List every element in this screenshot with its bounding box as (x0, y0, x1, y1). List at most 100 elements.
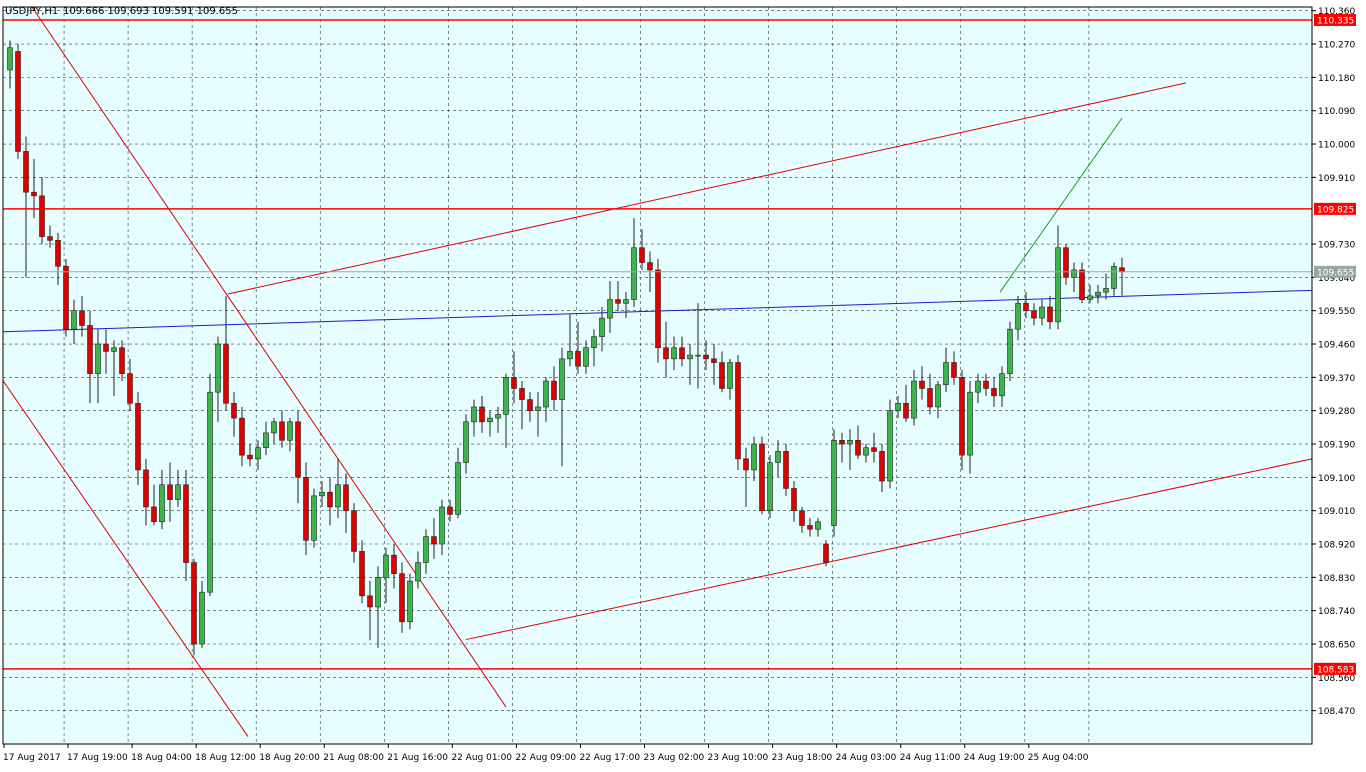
y-tick-label: 110.270 (1318, 41, 1355, 51)
candle-body (455, 462, 461, 515)
candle-body (1047, 306, 1053, 323)
x-tick-label: 22 Aug 01:00 (451, 753, 512, 763)
level-price-label: 108.583 (1317, 665, 1354, 675)
candle-body (847, 440, 853, 445)
candle-body (791, 488, 797, 511)
candle-body (647, 262, 653, 271)
candle-body (255, 447, 261, 460)
candles (7, 40, 1125, 656)
candle-body (231, 402, 237, 419)
candle-body (519, 388, 525, 400)
candle-body (911, 380, 917, 419)
candle-body (991, 388, 997, 397)
candle-body (87, 325, 93, 374)
candle-body (639, 247, 645, 263)
candle-body (415, 562, 421, 582)
channel-line-lower (465, 458, 1313, 641)
y-tick-label: 110.360 (1318, 7, 1355, 17)
candle-body (679, 347, 685, 360)
candle-body (1087, 295, 1093, 300)
candle-body (559, 358, 565, 400)
candle-body (127, 373, 133, 404)
candle-body (15, 51, 21, 152)
x-tick-label: 22 Aug 17:00 (579, 753, 640, 763)
candle-body (967, 391, 973, 456)
candle-body (367, 595, 373, 608)
y-tick-label: 109.010 (1318, 507, 1355, 517)
candle-body (479, 406, 485, 423)
candle-body (423, 536, 429, 563)
y-tick-label: 109.460 (1318, 341, 1355, 351)
candle-body (103, 343, 109, 352)
candle-body (119, 347, 125, 374)
trend-line-down-upper (31, 6, 507, 708)
candle-body (663, 347, 669, 360)
candle-body (759, 443, 765, 511)
candle-body (959, 377, 965, 456)
y-tick-label: 110.090 (1318, 107, 1355, 117)
candle-body (1095, 291, 1101, 297)
candle-body (287, 421, 293, 441)
candle-body (591, 336, 597, 349)
candle-body (783, 451, 789, 489)
candle-body (831, 440, 837, 526)
candle-body (623, 299, 629, 304)
candle-body (391, 554, 397, 574)
trend-line-down-lower (2, 380, 249, 737)
candle-body (487, 417, 493, 423)
candle-body (111, 347, 117, 352)
projection-line (999, 117, 1123, 293)
candle-body (951, 362, 957, 378)
y-tick-label: 109.190 (1318, 441, 1355, 451)
level-price-tag (1314, 662, 1356, 675)
candle-body (239, 417, 245, 456)
candle-body (1103, 288, 1109, 293)
candle-body (735, 362, 741, 460)
last-price-tag (1314, 265, 1356, 278)
x-tick-label: 22 Aug 09:00 (515, 753, 576, 763)
candle-body (975, 380, 981, 393)
candle-body (71, 310, 77, 330)
candle-body (751, 443, 757, 471)
candle-body (767, 462, 773, 511)
candle-body (183, 484, 189, 563)
x-tick-label: 24 Aug 19:00 (964, 753, 1025, 763)
candle-body (999, 373, 1005, 397)
candle-body (655, 269, 661, 349)
candle-body (807, 525, 813, 530)
candle-body (1119, 267, 1125, 273)
candle-body (879, 451, 885, 482)
candle-body (919, 380, 925, 389)
candle-body (1071, 269, 1077, 278)
candle-body (383, 554, 389, 578)
candle-body (23, 151, 29, 193)
candle-body (1031, 310, 1037, 319)
candle-body (839, 440, 845, 445)
x-tick-label: 18 Aug 20:00 (259, 753, 320, 763)
candle-body (471, 406, 477, 423)
candle-body (543, 380, 549, 408)
x-tick-label: 23 Aug 10:00 (708, 753, 769, 763)
candle-body (359, 551, 365, 597)
level-price-tag (1314, 202, 1356, 215)
candle-body (247, 454, 253, 460)
candle-body (311, 495, 317, 541)
candle-body (151, 506, 157, 523)
channel-line-upper (227, 82, 1187, 295)
candle-body (607, 299, 613, 319)
candle-body (375, 577, 381, 608)
candle-body (295, 421, 301, 478)
candle-body (31, 191, 37, 197)
candle-body (1111, 265, 1117, 289)
candle-body (95, 343, 101, 374)
plot-frame (2, 6, 1313, 745)
y-tick-label: 108.470 (1318, 707, 1355, 717)
candle-body (615, 299, 621, 304)
x-tick-label: 25 Aug 04:00 (1028, 753, 1089, 763)
candle-body (535, 406, 541, 411)
candle-body (343, 484, 349, 511)
candle-body (567, 351, 573, 360)
y-tick-label: 109.910 (1318, 174, 1355, 184)
